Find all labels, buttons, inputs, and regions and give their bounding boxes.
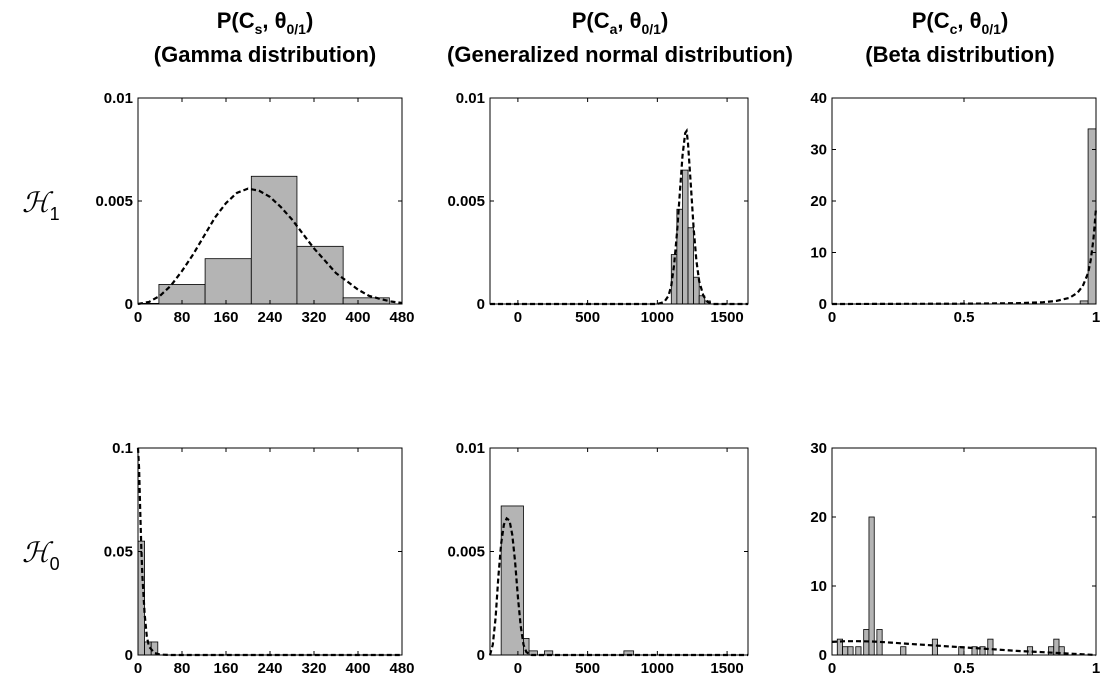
chart-1-axes-box [489, 97, 749, 305]
chart-2-xtick-label-0: 0 [828, 309, 836, 326]
column-title-generalized-normal: P(Ca, θ0/1) (Generalized normal distribu… [420, 8, 820, 68]
chart-4-xtick-label-2: 1000 [641, 660, 674, 677]
chart-3-xtick-label-2: 160 [213, 660, 238, 677]
row-label-h0: ℋ0 [22, 536, 60, 574]
chart-3-ytick-label-2: 0.1 [112, 440, 133, 457]
column-title-beta: P(Cc, θ0/1) (Beta distribution) [820, 8, 1100, 68]
chart-2-ytick-label-0: 0 [819, 296, 827, 313]
chart-0-xtick-label-4: 320 [301, 309, 326, 326]
chart-3-ytick-label-1: 0.05 [104, 544, 133, 561]
chart-0: 0 80 160 240 320 400 480 0 0.005 0.01 [95, 90, 414, 326]
chart-3-xtick-label-3: 240 [257, 660, 282, 677]
column-title-generalized-normal-distribution: (Generalized normal distribution) [447, 42, 793, 67]
chart-0-xtick-label-0: 0 [134, 309, 142, 326]
chart-0-xtick-label-3: 240 [257, 309, 282, 326]
chart-2-ytick-label-2: 20 [810, 193, 827, 210]
chart-5-ytick-label-2: 20 [810, 509, 827, 526]
chart-4-xtick-label-1: 500 [575, 660, 600, 677]
chart-3-xtick-label-1: 80 [174, 660, 191, 677]
chart-4-ytick-label-0: 0 [477, 647, 485, 664]
chart-4-axes-box [489, 447, 749, 656]
chart-4: 0 500 1000 1500 0 0.005 0.01 [447, 440, 749, 677]
chart-0-bar-3 [250, 175, 298, 305]
chart-0-fit-curve [137, 187, 403, 306]
column-title-generalized-normal-symbol: P(Ca, θ0/1) [571, 8, 669, 37]
chart-3-ytick-label-0: 0 [125, 647, 133, 664]
chart-1: 0 500 1000 1500 0 0.005 0.01 [447, 90, 749, 326]
chart-3-fit-curve [136, 447, 402, 657]
chart-3: 0 80 160 240 320 400 480 0 0.05 0.1 [104, 440, 415, 677]
chart-3-xtick-label-4: 320 [301, 660, 326, 677]
chart-1-bar-2 [682, 169, 689, 305]
chart-0-xtick-label-1: 80 [174, 309, 191, 326]
chart-4-fit-curve [488, 516, 748, 657]
chart-5-bar-2 [847, 646, 854, 656]
chart-5-xtick-label-2: 1 [1092, 660, 1100, 677]
chart-3-axes-box [137, 447, 403, 656]
chart-2-fit-curve [831, 208, 1098, 306]
chart-0-xtick-label-6: 480 [389, 309, 414, 326]
chart-5-fit-curve [831, 640, 1097, 657]
chart-0-ytick-label-2: 0.01 [104, 90, 133, 107]
chart-5-bar-12 [987, 638, 994, 656]
chart-0-ytick-label-0: 0 [125, 296, 133, 313]
chart-4-ytick-label-2: 0.01 [456, 440, 485, 457]
chart-2-ytick-label-4: 40 [810, 90, 827, 107]
chart-1-ytick-label-0: 0 [477, 296, 485, 313]
chart-3-xtick-label-0: 0 [134, 660, 142, 677]
chart-5-bar-1 [842, 646, 849, 656]
chart-1-fit-curve [490, 127, 748, 306]
chart-4-xtick-label-3: 1500 [710, 660, 743, 677]
chart-5-bar-8 [931, 638, 939, 656]
chart-4-ytick-label-1: 0.005 [447, 544, 485, 561]
chart-1-xtick-label-3: 1500 [710, 309, 743, 326]
chart-5-xtick-label-0: 0 [828, 660, 836, 677]
chart-5-bar-3 [855, 646, 862, 656]
chart-1-xtick-label-0: 0 [514, 309, 522, 326]
chart-0-xtick-label-5: 400 [345, 309, 370, 326]
chart-1-ytick-label-1: 0.005 [447, 193, 485, 210]
chart-1-xtick-label-1: 500 [575, 309, 600, 326]
chart-0-ytick-label-1: 0.005 [95, 193, 133, 210]
chart-5-ytick-label-0: 0 [819, 647, 827, 664]
chart-1-bar-3 [687, 227, 695, 305]
chart-0-bar-5 [342, 297, 390, 305]
chart-2-ytick-label-1: 10 [810, 245, 827, 262]
chart-2-bar-1 [1087, 128, 1097, 305]
chart-2-xtick-label-1: 0.5 [954, 309, 975, 326]
chart-4-bar-0 [500, 505, 524, 656]
chart-0-xtick-label-2: 160 [213, 309, 238, 326]
chart-5-bar-14 [1048, 646, 1055, 656]
column-title-beta-symbol: P(Cc, θ0/1) [911, 8, 1009, 37]
chart-3-xtick-label-6: 480 [389, 660, 414, 677]
chart-4-xtick-label-0: 0 [514, 660, 522, 677]
chart-5-ytick-label-1: 10 [810, 578, 827, 595]
chart-1-xtick-label-2: 1000 [641, 309, 674, 326]
column-title-gamma-symbol: P(Cs, θ0/1) [216, 8, 314, 37]
chart-2-xtick-label-2: 1 [1092, 309, 1100, 326]
chart-3-bar-0 [137, 540, 145, 656]
column-title-beta-distribution: (Beta distribution) [865, 42, 1055, 67]
row-label-h1: ℋ1 [22, 186, 60, 224]
chart-2-ytick-label-3: 30 [810, 142, 827, 159]
chart-5-bar-5 [868, 516, 875, 656]
chart-2-axes-box [831, 97, 1097, 305]
chart-1-bar-1 [676, 208, 683, 305]
chart-5-xtick-label-1: 0.5 [954, 660, 975, 677]
column-title-gamma: P(Cs, θ0/1) (Gamma distribution) [130, 8, 400, 68]
chart-0-bar-2 [204, 258, 252, 305]
chart-1-ytick-label-2: 0.01 [456, 90, 485, 107]
chart-3-xtick-label-5: 400 [345, 660, 370, 677]
column-title-gamma-distribution: (Gamma distribution) [153, 42, 377, 67]
chart-5-bar-7 [900, 646, 907, 656]
chart-5-ytick-label-3: 30 [810, 440, 827, 457]
